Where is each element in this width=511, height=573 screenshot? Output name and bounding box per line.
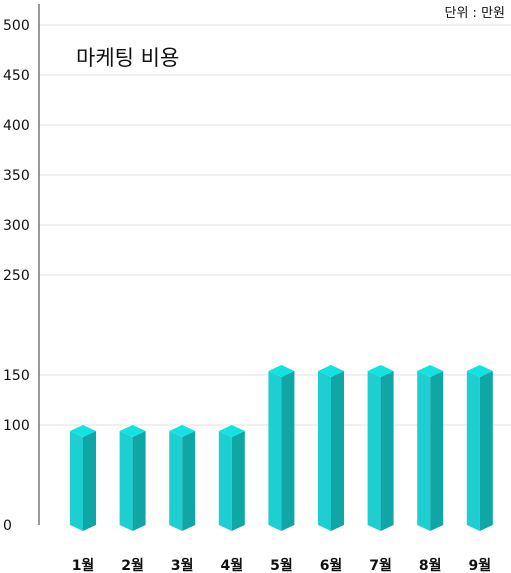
bar	[218, 425, 245, 531]
bar-side-face	[331, 371, 344, 531]
y-tick-label: 450	[3, 68, 30, 84]
x-tick-label: 6월	[320, 557, 343, 573]
bar-top-face	[417, 365, 444, 377]
bar	[417, 365, 444, 531]
x-tick-label: 3월	[171, 557, 194, 573]
x-tick-label: 7월	[369, 557, 392, 573]
bar-side-face	[430, 371, 444, 531]
x-tick-label: 8월	[419, 557, 442, 573]
bar	[466, 365, 493, 531]
x-tick-label: 9월	[468, 557, 491, 573]
bar-top-face	[318, 365, 344, 377]
y-tick-label: 400	[3, 118, 30, 134]
bar-top-face	[466, 365, 493, 377]
bar-top-face	[367, 365, 394, 377]
bar	[119, 425, 146, 531]
bar-side-face	[479, 371, 493, 531]
bar-side-face	[83, 431, 96, 531]
bar-front-face	[268, 371, 282, 531]
bar-front-face	[169, 431, 183, 531]
bar-top-face	[169, 425, 196, 437]
bar-front-face	[417, 371, 431, 531]
x-tick-label: 2월	[121, 557, 144, 573]
bar-side-face	[231, 431, 245, 531]
bar	[169, 425, 196, 531]
bar-front-face	[119, 431, 133, 531]
bar-top-face	[119, 425, 146, 437]
bar-side-face	[281, 371, 295, 531]
bar-side-face	[380, 371, 394, 531]
bar-top-face	[70, 425, 96, 437]
y-tick-label: 0	[3, 518, 12, 534]
x-tick-label: 4월	[220, 557, 243, 573]
bar	[70, 425, 96, 531]
y-tick-label: 100	[3, 418, 30, 434]
bar	[268, 365, 295, 531]
bar-front-face	[70, 431, 83, 531]
y-tick-label: 250	[3, 268, 30, 284]
y-tick-label: 300	[3, 218, 30, 234]
bar-side-face	[132, 431, 146, 531]
bar	[318, 365, 344, 531]
bar-front-face	[367, 371, 381, 531]
y-tick-label: 500	[3, 18, 30, 34]
bar-front-face	[466, 371, 480, 531]
bar-top-face	[218, 425, 245, 437]
chart-title: 마케팅 비용	[76, 46, 180, 70]
bar-front-face	[318, 371, 331, 531]
y-tick-label: 350	[3, 168, 30, 184]
unit-note: 단위 : 만원	[444, 6, 506, 21]
y-tick-label: 150	[3, 368, 30, 384]
bar-front-face	[218, 431, 232, 531]
bar-top-face	[268, 365, 295, 377]
bar	[367, 365, 394, 531]
x-tick-label: 1월	[72, 557, 95, 573]
bar-side-face	[182, 431, 196, 531]
x-tick-label: 5월	[270, 557, 293, 573]
